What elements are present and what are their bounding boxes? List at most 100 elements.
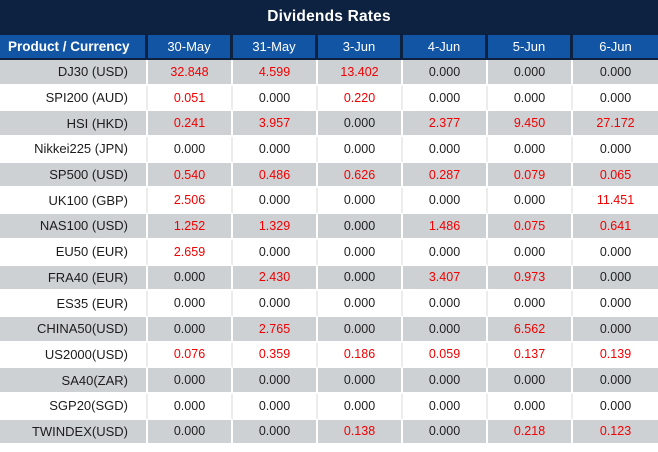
table-row: ES35 (EUR) 0.000 0.000 0.000 0.000 0.000 0.000	[0, 291, 658, 317]
table-body: DJ30 (USD) 32.848 4.599 13.402 0.000 0.000 0.0…	[0, 60, 658, 446]
value-cell: 0.000	[403, 316, 488, 343]
value-cell: 0.000	[403, 137, 488, 163]
value-cell: 0.000	[573, 60, 658, 86]
value-cell: 6.562	[488, 316, 573, 343]
value-cell: 0.000	[573, 291, 658, 317]
value-cell: 0.065	[573, 162, 658, 189]
table-row: SPI200 (AUD) 0.051 0.000 0.220 0.000 0.000 0.0…	[0, 85, 658, 112]
value-cell: 1.486	[403, 214, 488, 240]
product-cell: HSI (HKD)	[0, 111, 148, 138]
column-header-5-jun: 5-Jun	[488, 33, 573, 60]
value-cell: 0.000	[403, 60, 488, 86]
value-cell: 13.402	[318, 60, 403, 86]
value-cell: 0.000	[403, 393, 488, 420]
column-header-6-jun: 6-Jun	[573, 33, 658, 60]
value-cell: 2.430	[233, 265, 318, 292]
value-cell: 0.000	[318, 368, 403, 394]
value-cell: 0.241	[148, 111, 233, 138]
table-row: SGP20(SGD) 0.000 0.000 0.000 0.000 0.000 0.000	[0, 393, 658, 420]
value-cell: 1.329	[233, 214, 318, 240]
table-row: FRA40 (EUR) 0.000 2.430 0.000 3.407 0.973 0.00…	[0, 265, 658, 292]
value-cell: 0.000	[233, 393, 318, 420]
value-cell: 0.000	[488, 60, 573, 86]
value-cell: 0.000	[318, 393, 403, 420]
product-cell: SGP20(SGD)	[0, 393, 148, 420]
product-cell: EU50 (EUR)	[0, 239, 148, 266]
column-header-30-may: 30-May	[148, 33, 233, 60]
value-cell: 2.377	[403, 111, 488, 138]
value-cell: 0.000	[488, 85, 573, 112]
value-cell: 0.000	[488, 188, 573, 215]
value-cell: 0.000	[148, 137, 233, 163]
value-cell: 0.000	[573, 368, 658, 394]
product-cell: NAS100 (USD)	[0, 214, 148, 240]
product-cell: SA40(ZAR)	[0, 368, 148, 394]
value-cell: 4.599	[233, 60, 318, 86]
value-cell: 0.540	[148, 162, 233, 189]
table-row: DJ30 (USD) 32.848 4.599 13.402 0.000 0.000 0.0…	[0, 60, 658, 86]
column-header-product-currency: Product / Currency	[0, 33, 148, 60]
value-cell: 0.000	[233, 85, 318, 112]
table-row: HSI (HKD) 0.241 3.957 0.000 2.377 9.450 27.172	[0, 111, 658, 138]
table-row: SP500 (USD) 0.540 0.486 0.626 0.287 0.079 0.06…	[0, 162, 658, 189]
value-cell: 0.000	[573, 85, 658, 112]
value-cell: 0.000	[403, 239, 488, 266]
value-cell: 0.000	[403, 85, 488, 112]
product-cell: SPI200 (AUD)	[0, 85, 148, 112]
value-cell: 2.659	[148, 239, 233, 266]
table-row: UK100 (GBP) 2.506 0.000 0.000 0.000 0.000 11.4…	[0, 188, 658, 215]
table-row: US2000(USD) 0.076 0.359 0.186 0.059 0.137 0.13…	[0, 342, 658, 369]
value-cell: 0.000	[403, 291, 488, 317]
table-row: Nikkei225 (JPN) 0.000 0.000 0.000 0.000 0.000…	[0, 137, 658, 163]
value-cell: 2.506	[148, 188, 233, 215]
value-cell: 0.973	[488, 265, 573, 292]
value-cell: 0.000	[318, 111, 403, 138]
column-header-4-jun: 4-Jun	[403, 33, 488, 60]
value-cell: 0.000	[318, 214, 403, 240]
value-cell: 0.000	[403, 188, 488, 215]
value-cell: 0.000	[148, 316, 233, 343]
value-cell: 0.000	[403, 419, 488, 446]
value-cell: 0.000	[148, 393, 233, 420]
value-cell: 0.059	[403, 342, 488, 369]
value-cell: 0.000	[233, 137, 318, 163]
value-cell: 0.287	[403, 162, 488, 189]
table-row: EU50 (EUR) 2.659 0.000 0.000 0.000 0.000 0.000	[0, 239, 658, 266]
value-cell: 0.000	[318, 265, 403, 292]
value-cell: 0.079	[488, 162, 573, 189]
header-row: Product / Currency 30-May 31-May 3-Jun 4-Ju…	[0, 33, 658, 60]
value-cell: 0.138	[318, 419, 403, 446]
product-cell: UK100 (GBP)	[0, 188, 148, 215]
value-cell: 0.626	[318, 162, 403, 189]
value-cell: 0.137	[488, 342, 573, 369]
table-row: SA40(ZAR) 0.000 0.000 0.000 0.000 0.000 0.000	[0, 368, 658, 394]
value-cell: 0.000	[148, 265, 233, 292]
value-cell: 0.051	[148, 85, 233, 112]
value-cell: 0.000	[488, 239, 573, 266]
value-cell: 0.000	[233, 291, 318, 317]
value-cell: 0.000	[573, 265, 658, 292]
value-cell: 0.000	[148, 419, 233, 446]
value-cell: 0.000	[573, 239, 658, 266]
value-cell: 1.252	[148, 214, 233, 240]
product-cell: Nikkei225 (JPN)	[0, 137, 148, 163]
value-cell: 0.000	[233, 368, 318, 394]
value-cell: 0.000	[318, 188, 403, 215]
value-cell: 3.407	[403, 265, 488, 292]
value-cell: 11.451	[573, 188, 658, 215]
value-cell: 27.172	[573, 111, 658, 138]
value-cell: 0.076	[148, 342, 233, 369]
value-cell: 0.000	[148, 368, 233, 394]
page-title: Dividends Rates	[0, 0, 658, 33]
value-cell: 0.000	[233, 188, 318, 215]
dividends-table: Product / Currency 30-May 31-May 3-Jun 4-Ju…	[0, 33, 658, 446]
value-cell: 0.000	[488, 291, 573, 317]
product-cell: DJ30 (USD)	[0, 60, 148, 86]
value-cell: 0.123	[573, 419, 658, 446]
value-cell: 0.218	[488, 419, 573, 446]
value-cell: 3.957	[233, 111, 318, 138]
value-cell: 2.765	[233, 316, 318, 343]
table-row: TWINDEX(USD) 0.000 0.000 0.138 0.000 0.218 0.1…	[0, 419, 658, 446]
value-cell: 0.000	[573, 137, 658, 163]
